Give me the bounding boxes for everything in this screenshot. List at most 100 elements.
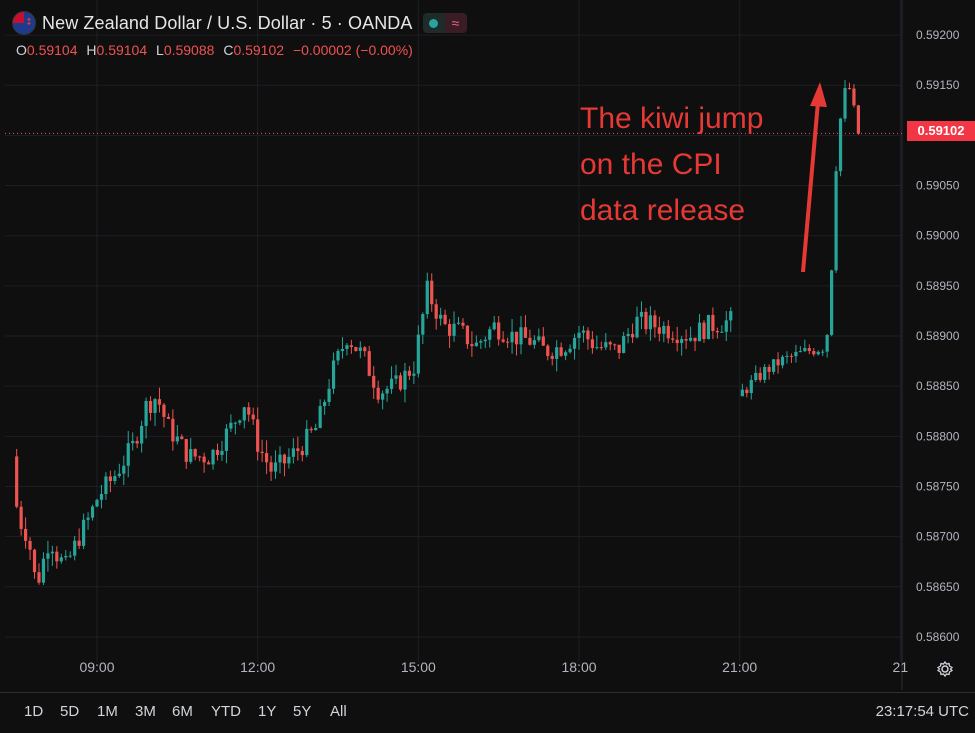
- timeframe-5d[interactable]: 5D: [60, 703, 80, 720]
- nz-flag-icon: ✦ ✦: [12, 11, 36, 35]
- candle-body: [541, 336, 545, 346]
- y-tick-label: 0.58800: [916, 429, 960, 443]
- candle-body: [798, 351, 802, 353]
- candle-body: [381, 393, 385, 400]
- candle-body: [740, 389, 744, 397]
- y-tick-label: 0.59000: [916, 229, 960, 243]
- data-delay-wave-icon[interactable]: ≈: [444, 13, 467, 33]
- y-tick-label: 0.58850: [916, 379, 960, 393]
- candle-body: [269, 462, 273, 472]
- candle-body: [780, 356, 785, 366]
- candle-body: [403, 370, 407, 390]
- candle-body: [794, 351, 798, 357]
- candle-body: [830, 270, 834, 335]
- candle-body: [242, 407, 246, 421]
- candle-body: [617, 344, 621, 353]
- low-label: L: [156, 42, 164, 58]
- candle-body: [510, 331, 514, 343]
- candle-body: [354, 347, 358, 351]
- candle-body: [680, 339, 684, 344]
- candle-body: [323, 401, 327, 407]
- candle-body: [113, 476, 117, 482]
- candle-body: [519, 327, 523, 345]
- candle-body: [479, 341, 483, 343]
- candle-body: [264, 453, 269, 463]
- candle-body: [287, 456, 291, 464]
- candle-body: [407, 370, 412, 376]
- candle-body: [144, 400, 148, 426]
- candle-body: [532, 340, 536, 345]
- candle-body: [666, 325, 670, 339]
- candle-body: [653, 315, 657, 328]
- candle-body: [430, 280, 434, 305]
- symbol-title[interactable]: New Zealand Dollar / U.S. Dollar · 5 · O…: [42, 12, 413, 33]
- timeframe-ytd[interactable]: YTD: [211, 703, 241, 720]
- timeframe-1m[interactable]: 1M: [97, 703, 118, 720]
- candle-body: [758, 372, 762, 380]
- candle-body: [492, 322, 496, 330]
- candle-body: [90, 506, 95, 518]
- candle-body: [184, 439, 188, 462]
- candle-body: [639, 311, 644, 317]
- candle-body: [599, 347, 603, 349]
- high-value: 0.59104: [96, 42, 148, 58]
- candle-body: [812, 351, 816, 355]
- candle-body: [273, 462, 278, 472]
- candle-body: [729, 311, 733, 321]
- candle-body: [367, 351, 371, 376]
- arrow-shaft: [801, 101, 820, 273]
- candle-body: [73, 540, 77, 556]
- candle-body: [202, 456, 206, 463]
- candle-body: [55, 551, 59, 562]
- candle-body: [175, 436, 179, 442]
- candle-body: [425, 280, 429, 315]
- candle-body: [256, 419, 260, 452]
- candle-body: [711, 314, 715, 331]
- y-tick-label: 0.59150: [916, 78, 960, 92]
- candle-body: [305, 428, 309, 456]
- utc-clock[interactable]: 23:17:54 UTC: [875, 703, 969, 720]
- candle-body: [825, 334, 829, 352]
- market-open-dot-icon[interactable]: [422, 13, 445, 33]
- candle-body: [64, 556, 68, 558]
- candle-body: [434, 304, 438, 319]
- candle-body: [412, 373, 416, 376]
- candle-body: [749, 380, 753, 394]
- candle-body: [702, 322, 706, 340]
- close-value: 0.59102: [233, 42, 285, 58]
- candle-body: [327, 388, 331, 402]
- annotation-line-2: on the CPI: [580, 148, 722, 181]
- candle-body: [613, 344, 617, 346]
- open-value: 0.59104: [26, 42, 78, 58]
- candle-body: [278, 454, 282, 463]
- candle-body: [46, 553, 50, 559]
- candle-body: [394, 375, 398, 379]
- timeframe-3m[interactable]: 3M: [135, 703, 156, 720]
- candle-body: [470, 344, 474, 347]
- high-label: H: [86, 42, 97, 58]
- low-value: 0.59088: [163, 42, 215, 58]
- candle-body: [483, 339, 487, 342]
- candle-body: [506, 341, 510, 343]
- timeframe-1d[interactable]: 1D: [24, 703, 44, 720]
- x-tick-label: 21:00: [722, 659, 757, 675]
- timeframe-5y[interactable]: 5Y: [293, 703, 312, 720]
- timeframe-all[interactable]: All: [330, 703, 347, 720]
- timeframe-6m[interactable]: 6M: [172, 703, 193, 720]
- candle-body: [635, 316, 639, 338]
- settings-gear-icon[interactable]: [936, 660, 954, 678]
- candle-body: [122, 465, 126, 474]
- market-status[interactable]: ≈: [422, 13, 467, 33]
- candle-body: [398, 375, 403, 390]
- candle-body: [514, 331, 519, 345]
- candle-body: [821, 351, 825, 353]
- candle-body: [595, 347, 599, 349]
- candle-body: [340, 348, 345, 352]
- candle-body: [171, 418, 175, 442]
- timeframe-1y[interactable]: 1Y: [258, 703, 277, 720]
- candle-body: [251, 414, 255, 420]
- candle-body: [622, 336, 626, 353]
- candle-body: [104, 476, 108, 494]
- candle-body: [198, 456, 202, 458]
